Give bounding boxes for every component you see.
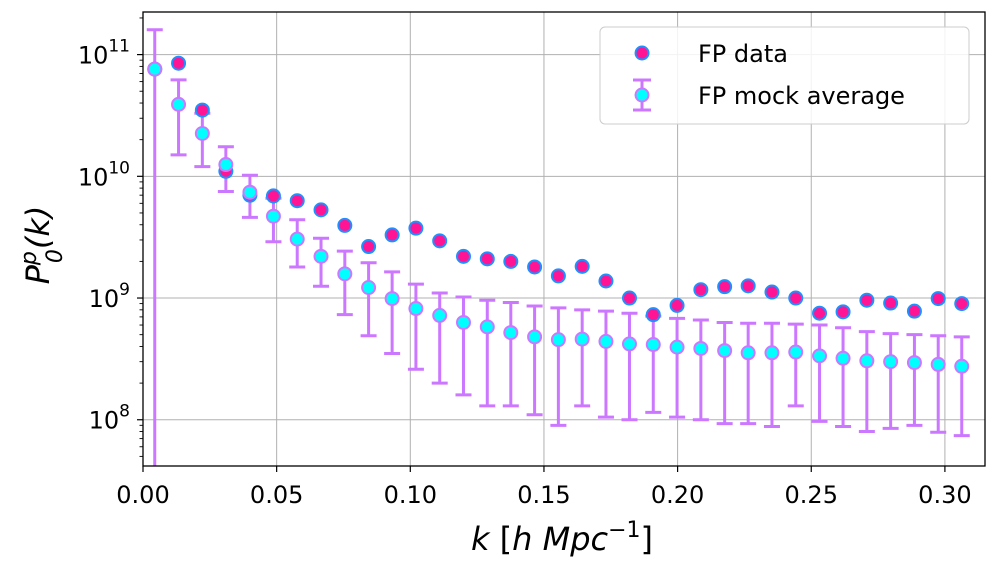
fp-data-point [788, 290, 804, 306]
fp-data-point [740, 278, 756, 294]
fp-mock-point [835, 350, 851, 366]
fp-data-point [455, 248, 471, 264]
fp-mock-point [621, 336, 637, 352]
fp-mock-point [598, 333, 614, 349]
fp-data-point [764, 284, 780, 300]
fp-data-point [361, 239, 377, 255]
legend-box [599, 26, 970, 125]
y-tick-label: 1011 [78, 37, 130, 70]
legend-marker-fp-mock [634, 87, 650, 103]
x-tick-label: 0.10 [384, 481, 437, 509]
fp-mock-point [408, 301, 424, 317]
fp-mock-point [218, 157, 234, 173]
fp-mock-point [812, 348, 828, 364]
fp-data-point [574, 258, 590, 274]
legend-label-fp-mock: FP mock average [698, 82, 905, 110]
fp-mock-point [788, 344, 804, 360]
fp-data-point [289, 193, 305, 209]
fp-data-point [527, 259, 543, 275]
fp-mock-point [740, 345, 756, 361]
fp-data-point [669, 297, 685, 313]
fp-mock-point [384, 291, 400, 307]
fp-data-point [337, 217, 353, 233]
x-tick-label: 0.20 [651, 481, 704, 509]
fp-data-point [859, 292, 875, 308]
chart-marks [146, 28, 970, 466]
y-tick-label: 1010 [78, 158, 130, 191]
fp-mock-point [883, 354, 899, 370]
fp-mock-point [764, 345, 780, 361]
fp-mock-point [479, 319, 495, 335]
x-tick-label: 0.25 [785, 481, 838, 509]
axis-ticks: 0.00 0.05 0.10 0.15 0.20 0.25 0.30 108 109 1010 10… [78, 17, 972, 509]
fp-data-point [432, 233, 448, 249]
fp-data-point [171, 55, 187, 71]
fp-mock-point [194, 125, 210, 141]
fp-mock-point [147, 61, 163, 77]
fp-data-point [408, 220, 424, 236]
fp-mock-point [171, 96, 187, 112]
fp-mock-point [432, 307, 448, 323]
fp-mock-point [265, 208, 281, 224]
fp-mock-point [242, 184, 258, 200]
fp-data-point [621, 290, 637, 306]
fp-mock-point [550, 332, 566, 348]
x-tick-label: 0.05 [250, 481, 303, 509]
fp-data-point [194, 102, 210, 118]
fp-mock-point [669, 339, 685, 355]
fp-mock-point [289, 231, 305, 247]
legend-label-fp-data: FP data [698, 40, 788, 68]
legend: FP data FP mock average [599, 26, 970, 125]
fp-mock-point [930, 356, 946, 372]
fp-data-point [812, 305, 828, 321]
x-tick-label: 0.30 [918, 481, 971, 509]
x-tick-label: 0.15 [517, 481, 570, 509]
fp-mock-point [337, 266, 353, 282]
fp-data-point [883, 295, 899, 311]
plot-frame [142, 11, 986, 467]
fp-mock-point [906, 355, 922, 371]
fp-data-point [479, 251, 495, 267]
fp-data-point [384, 227, 400, 243]
fp-data-point [906, 303, 922, 319]
fp-mock-point [717, 343, 733, 359]
fp-mock-point [645, 337, 661, 353]
legend-marker-fp-data [634, 45, 650, 61]
fp-data-point [693, 282, 709, 298]
fp-data-point [265, 188, 281, 204]
fp-mock-point [313, 248, 329, 264]
fp-mock-point [693, 340, 709, 356]
fp-data-point [930, 291, 946, 307]
fp-data-point [645, 307, 661, 323]
fp-mock-point [361, 280, 377, 296]
fp-data-point [503, 253, 519, 269]
y-tick-label: 108 [89, 402, 130, 435]
fp-mock-point [455, 314, 471, 330]
y-tick-label: 109 [89, 280, 130, 313]
fp-data-point [598, 273, 614, 289]
y-axis-title: Pp0(k) [17, 206, 68, 285]
fp-data-point [550, 268, 566, 284]
fp-mock-point [527, 329, 543, 345]
fp-data-point [717, 279, 733, 295]
fp-mock-point [954, 358, 970, 374]
x-tick-label: 0.00 [116, 481, 169, 509]
fp-data-point [954, 296, 970, 312]
fp-data-point [313, 202, 329, 218]
fp-mock-point [859, 353, 875, 369]
fp-data-point [835, 304, 851, 320]
fp-mock-point [574, 331, 590, 347]
fp-mock-point [503, 325, 519, 341]
x-axis-title: k [h Mpc−1] [471, 518, 653, 558]
